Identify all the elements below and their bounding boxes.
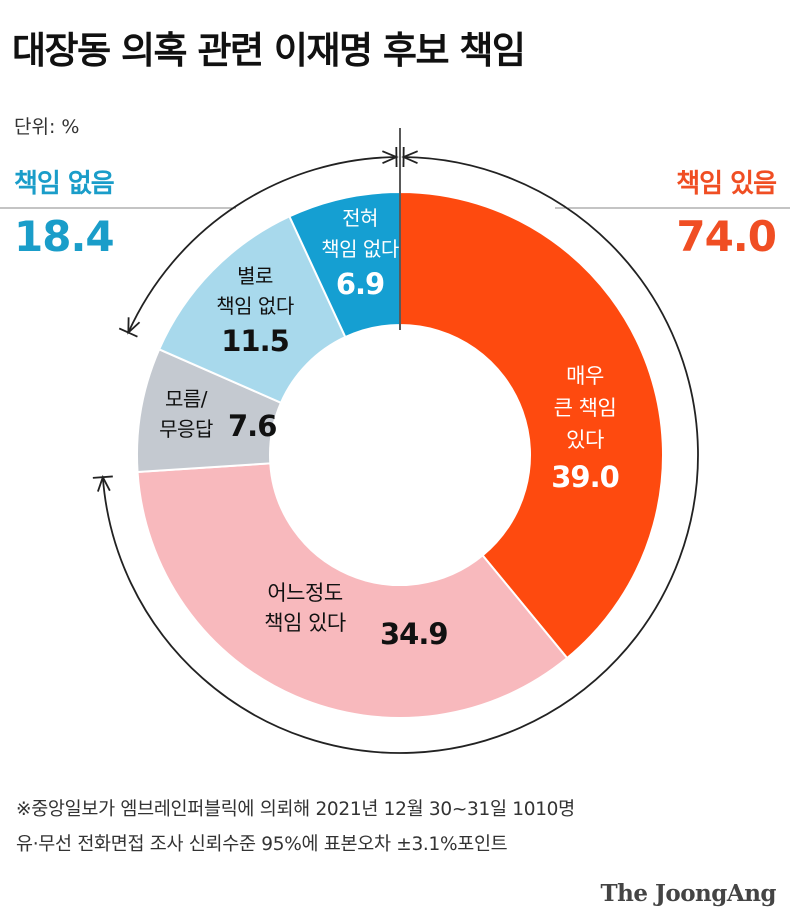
slice-label: 매우 bbox=[566, 364, 604, 388]
footnote-line-2: 유·무선 전화면접 조사 신뢰수준 95%에 표본오차 ±3.1%포인트 bbox=[16, 834, 508, 855]
slice-label: 책임 없다 bbox=[321, 237, 399, 261]
responsibility-bracket bbox=[101, 156, 699, 754]
slice-value-label: 7.6 bbox=[228, 409, 276, 443]
brand-logo: The JoongAng bbox=[600, 880, 777, 907]
slice-value-label: 11.5 bbox=[221, 324, 289, 358]
slice-label: 모름/ bbox=[165, 387, 208, 411]
arrowhead bbox=[127, 317, 141, 335]
responsibility-value: 74.0 bbox=[676, 212, 777, 261]
slice-value-label: 34.9 bbox=[380, 617, 448, 651]
arrowhead bbox=[401, 150, 418, 165]
responsibility-label: 책임 있음 bbox=[676, 169, 777, 199]
donut-slice bbox=[157, 215, 347, 405]
slice-label: 책임 없다 bbox=[216, 294, 294, 318]
slice-label: 전혀 bbox=[342, 206, 378, 230]
chart-title: 대장동 의혹 관련 이재명 후보 책임 bbox=[12, 29, 526, 72]
footnote-line-1: ※중앙일보가 엠브레인퍼블릭에 의뢰해 2021년 12월 30~31일 101… bbox=[16, 799, 575, 820]
donut-slice bbox=[399, 190, 664, 660]
slice-label: 별로 bbox=[237, 264, 273, 288]
slice-value-label: 6.9 bbox=[336, 267, 384, 301]
slice-label: 무응답 bbox=[159, 417, 213, 441]
unit-label: 단위: % bbox=[14, 116, 80, 138]
arrowhead bbox=[97, 474, 111, 492]
slice-label: 어느정도 bbox=[267, 581, 342, 605]
arrowhead bbox=[382, 150, 399, 165]
slice-label: 있다 bbox=[566, 428, 604, 452]
slice-label: 큰 책임 bbox=[554, 396, 617, 420]
no-responsibility-bracket bbox=[127, 156, 397, 333]
no-responsibility-value: 18.4 bbox=[14, 212, 115, 261]
slice-value-label: 39.0 bbox=[551, 460, 619, 494]
no-responsibility-label: 책임 없음 bbox=[14, 169, 115, 199]
donut-slice bbox=[136, 462, 569, 719]
slice-label: 책임 있다 bbox=[264, 611, 346, 635]
